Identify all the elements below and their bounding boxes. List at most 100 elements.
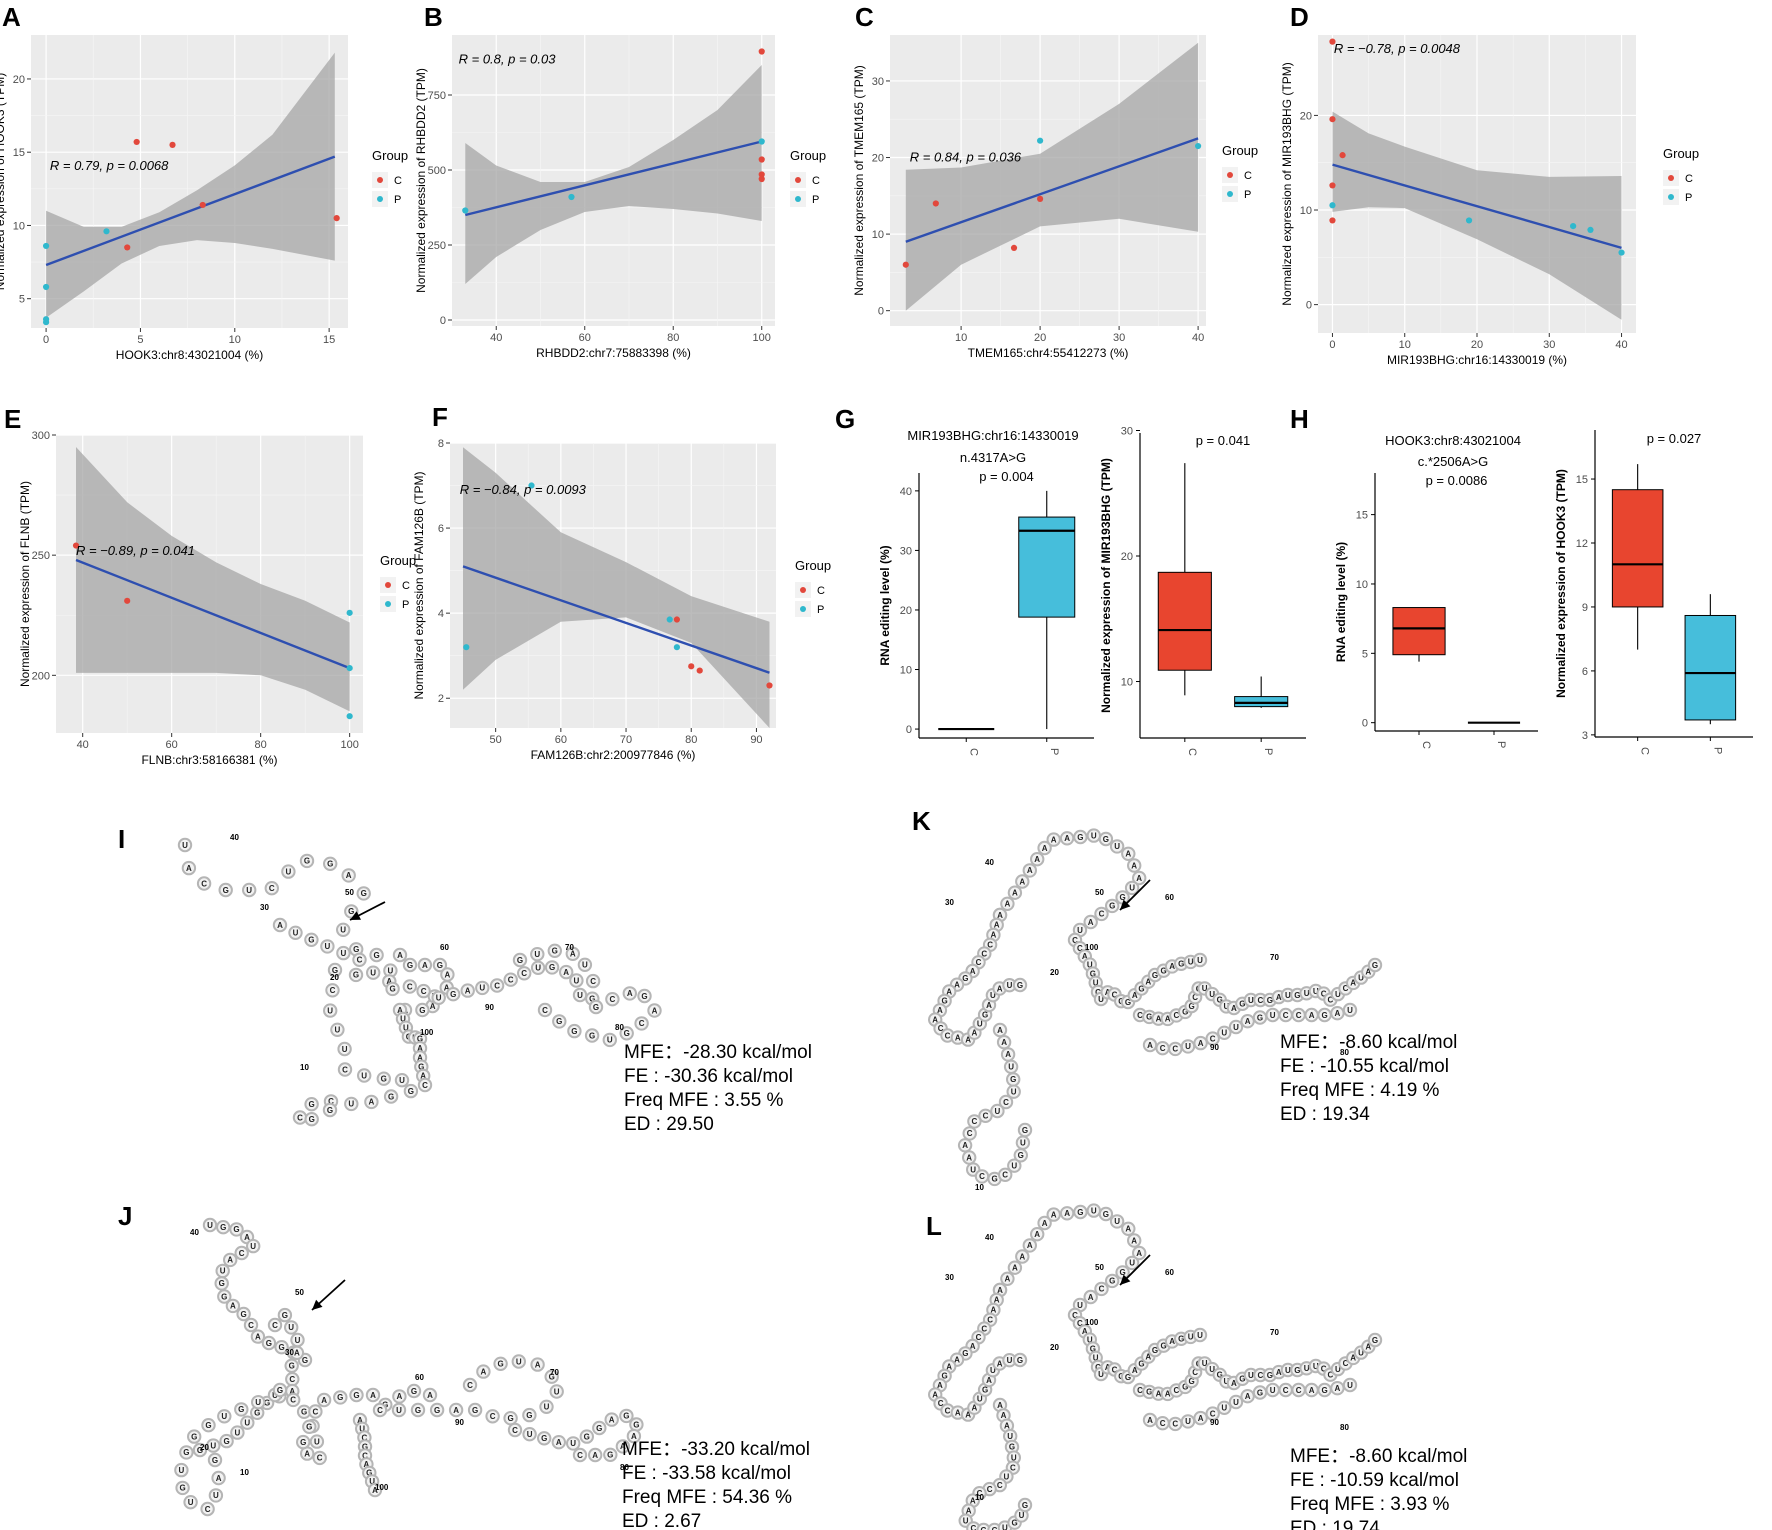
position-label: 90 [485,1003,494,1012]
nucleotide-letter: C [987,1316,993,1325]
position-label: 40 [985,858,994,867]
nucleotide-circle [277,1307,293,1323]
nucleotide-circle [323,856,338,871]
panel-subtitle: c.*2506A>G [1418,454,1488,469]
nucleotide-circle [957,1138,973,1153]
nucleotide-letter: A [230,1302,236,1311]
panel-letter-e: E [4,404,21,434]
nucleotide-circle [990,1103,1005,1119]
nucleotide-circle [352,952,367,967]
panel-letter-d: D [1290,2,1309,32]
nucleotide-letter: C [1099,1285,1105,1294]
nucleotide-letter: U [1185,1042,1191,1051]
nucleotide-circle [1073,829,1088,845]
nucleotide-letter: A [1335,1384,1341,1393]
nucleotide-circle [364,1094,379,1110]
position-label: 100 [1085,943,1099,952]
x-tick-label: 60 [555,734,567,746]
nucleotide-letter: C [945,1031,951,1040]
nucleotide-circle [230,1425,245,1440]
nucleotide-letter: G [191,1432,197,1441]
nucleotide-circle [376,1071,391,1086]
nucleotide-circle [626,1428,642,1444]
x-tick-label-c: C [1420,741,1432,749]
nucleotide-letter: G [223,1437,229,1446]
nucleotide-letter: U [534,950,540,959]
nucleotide-letter: A [946,987,952,996]
data-point-c [758,156,765,163]
nucleotide-circle [348,967,364,983]
x-axis-title: TMEM165:chr4:55412273 (%) [968,346,1129,360]
nucleotide-letter: A [1165,1390,1171,1399]
nucleotide-letter: G [1018,1151,1024,1160]
nucleotide-letter: C [362,1451,368,1460]
nucleotide-letter: A [1147,1416,1153,1425]
nucleotide-circle [992,1022,1008,1038]
legend-label-c: C [402,580,410,592]
stat-ed: ED : 19.34 [1280,1104,1370,1125]
nucleotide-letter: G [332,966,338,975]
nucleotide-letter: G [1294,991,1300,1000]
nucleotide-letter: G [1077,833,1083,842]
legend-label-p: P [394,194,401,206]
nucleotide-circle [225,1298,241,1314]
data-point-c [758,48,765,55]
nucleotide-letter: G [633,1420,639,1429]
nucleotide-circle [402,957,418,973]
nucleotide-letter: A [1027,866,1033,875]
nucleotide-letter: G [353,1391,359,1400]
nucleotide-letter: U [1129,1259,1135,1268]
nucleotide-letter: G [1257,1013,1263,1022]
boxplot-panel-g1: 0 10 20 30 40 C Pp = 0.004 RNA editing level (%… [878,428,1094,756]
legend-title: Group [790,148,826,163]
data-point-c [72,542,80,549]
nucleotide-letter: A [1042,1219,1048,1228]
nucleotide-letter: A [1231,1379,1237,1388]
nucleotide-letter: G [549,1373,555,1382]
nucleotide-circle [1105,1273,1120,1289]
nucleotide-letter: G [205,1421,211,1430]
nucleotide-letter: G [197,1446,203,1455]
nucleotide-letter: A [1012,1264,1018,1273]
nucleotide-letter: C [610,995,616,1004]
nucleotide-circle [211,1470,226,1486]
nucleotide-letter: G [278,1343,284,1352]
nucleotide-circle [250,1329,266,1344]
nucleotide-letter: G [526,1411,532,1420]
nucleotide-circle [530,1357,545,1372]
scatter-panel-b: R = 0.8, p = 0.03 40 60 80 100 0 250 500 750 RHBD… [414,35,826,360]
nucleotide-letter: A [427,1391,433,1400]
nucleotide-letter: G [1188,1002,1194,1011]
nucleotide-circle [605,992,620,1007]
nucleotide-circle [569,973,584,988]
nucleotide-letter: U [255,1398,261,1407]
nucleotide-letter: A [1132,991,1138,1000]
nucleotide-letter: U [1304,1364,1310,1373]
data-point-c [333,215,340,222]
nucleotide-letter: A [1064,1209,1070,1218]
nucleotide-circle [1192,1327,1208,1343]
nucleotide-circle [537,1431,552,1446]
nucleotide-circle [549,1384,564,1399]
stat-fe: FE : -33.58 kcal/mol [622,1463,791,1484]
nucleotide-letter: A [986,1001,992,1010]
nucleotide-circle [299,853,315,869]
nucleotide-circle [402,979,417,994]
nucleotide-letter: G [419,1006,425,1015]
correlation-label: R = −0.89, p = 0.041 [76,543,195,558]
nucleotide-letter: U [970,1165,976,1174]
legend: Group CP [372,148,408,207]
nucleotide-circle [485,1409,500,1424]
nucleotide-circle [337,1041,352,1057]
y-tick-label: 10 [13,220,25,232]
nucleotide-letter: U [221,1412,227,1421]
position-label: 80 [620,1463,629,1472]
nucleotide-circle [366,965,381,980]
scatter-panel-f: R = −0.84, p = 0.0093 50 60 70 80 90 2 4 6 8 FAM12… [412,438,831,762]
stat-freq: Freq MFE : 4.19 % [1280,1080,1440,1101]
data-point-p [346,609,353,616]
nucleotide-letter: G [238,1405,244,1414]
nucleotide-letter: C [981,1324,987,1333]
nucleotide-letter: A [1350,1354,1356,1363]
nucleotide-letter: A [444,983,450,992]
